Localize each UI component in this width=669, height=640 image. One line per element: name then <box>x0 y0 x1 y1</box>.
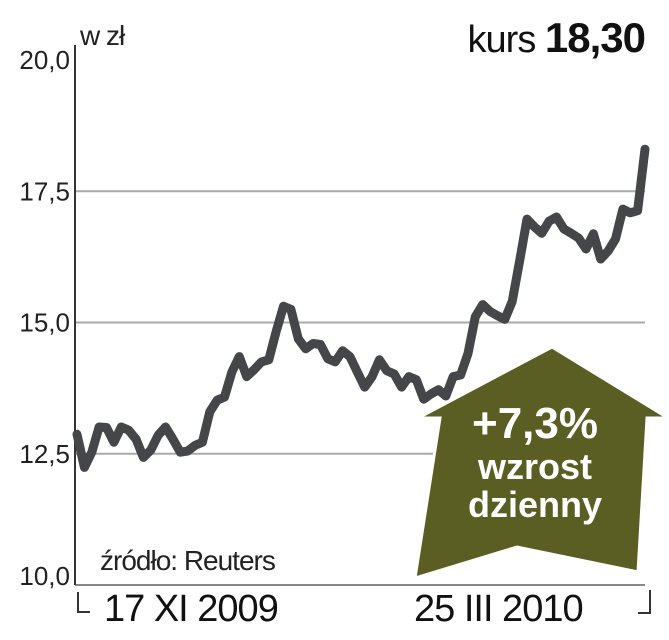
change-text-1: wzrost <box>477 446 592 487</box>
y-tick-label: 10,0 <box>19 561 70 591</box>
unit-label: w zł <box>80 20 125 51</box>
change-text-2: dzienny <box>467 484 602 525</box>
x-axis-bracket-left <box>77 592 90 613</box>
x-tick-label: 25 III 2010 <box>414 588 584 630</box>
y-tick-label: 20,0 <box>19 45 70 75</box>
price-label: kurs <box>467 19 537 61</box>
y-tick-label: 15,0 <box>19 308 70 338</box>
change-annotation: +7,3% wzrost dzienny <box>430 400 640 524</box>
source-label: źródło: Reuters <box>100 545 276 576</box>
x-axis-bracket-right <box>638 590 651 614</box>
price-line <box>72 144 650 472</box>
y-tick-label: 17,5 <box>19 176 70 206</box>
price-value: 18,30 <box>544 14 646 61</box>
x-tick-label: 17 XI 2009 <box>104 588 279 630</box>
change-percent: +7,3% <box>472 399 598 448</box>
current-price: kurs 18,30 <box>467 14 646 62</box>
up-arrow-icon <box>413 345 669 581</box>
y-tick-label: 12,5 <box>19 439 70 469</box>
